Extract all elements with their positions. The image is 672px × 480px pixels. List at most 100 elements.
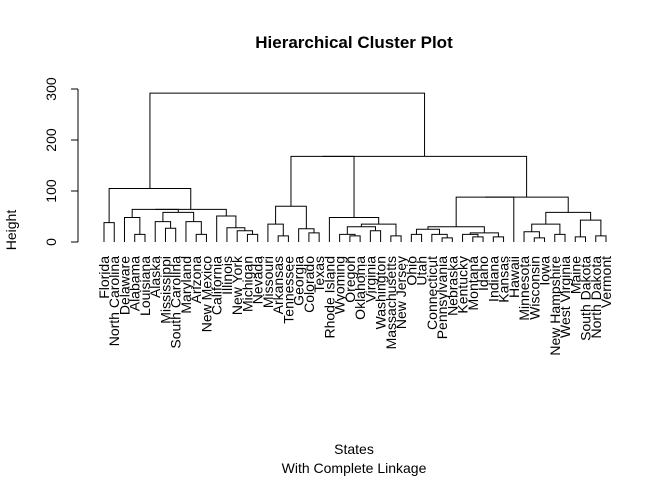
leaf-label: Missouri xyxy=(260,256,276,308)
dendrogram-link xyxy=(298,228,315,242)
dendrogram-link xyxy=(469,232,499,237)
dendrogram-link xyxy=(427,226,485,233)
leaf-label: Colorado xyxy=(301,256,317,313)
leaf-label: Arkansas xyxy=(270,256,286,314)
dendrogram-link xyxy=(162,211,195,222)
dendrogram-link xyxy=(523,231,540,242)
leaf-label: Rhode Island xyxy=(321,256,337,339)
leaf-label: South Carolina xyxy=(168,256,184,349)
dendrogram-link xyxy=(472,236,484,242)
dendrogram-link xyxy=(441,237,453,242)
leaf-label: Wisconsin xyxy=(526,256,542,320)
chart-title: Hierarchical Cluster Plot xyxy=(255,33,453,52)
leaf-label: Nevada xyxy=(250,256,266,304)
leaf-label: Delaware xyxy=(116,256,132,315)
dendrogram-link xyxy=(134,233,146,242)
leaf-label: Arizona xyxy=(188,256,204,304)
dendrogram-link xyxy=(322,155,528,198)
dendrogram-link xyxy=(574,236,587,242)
leaf-label: South Dakota xyxy=(578,256,594,341)
y-tick-label: 300 xyxy=(43,77,59,101)
dendrogram-link xyxy=(108,187,192,223)
leaf-label: Florida xyxy=(96,256,112,299)
dendrogram-link xyxy=(415,228,441,235)
dendrogram-link xyxy=(554,233,566,242)
dendrogram-link xyxy=(545,211,592,225)
leaf-label: Mississippi xyxy=(157,256,173,324)
dendrogram-link xyxy=(455,196,515,242)
dendrogram-link xyxy=(462,233,479,242)
leaf-label: Pennsylvania xyxy=(434,256,450,339)
leaf-label: Alaska xyxy=(147,256,163,298)
leaf-label: Michigan xyxy=(239,256,255,312)
y-tick-label: 0 xyxy=(43,238,59,246)
dendrogram-link xyxy=(236,230,254,242)
leaf-label: Kentucky xyxy=(455,256,471,314)
dendrogram-link xyxy=(410,233,423,242)
leaf-label: Oklahoma xyxy=(352,256,368,320)
leaf-label: Oregon xyxy=(342,256,358,303)
leaf-label: Nebraska xyxy=(444,256,460,316)
leaf-label: Vermont xyxy=(598,256,614,308)
dendrogram-link xyxy=(277,235,289,242)
leaf-label: Connecticut xyxy=(424,256,440,330)
dendrogram-link xyxy=(149,92,426,189)
leaf-label: Wyoming xyxy=(332,256,348,314)
y-axis: 0 100 200 300 xyxy=(43,77,79,246)
y-tick-label: 100 xyxy=(43,179,59,203)
dendrogram-link xyxy=(154,221,172,242)
leaf-label: New York xyxy=(229,255,245,315)
dendrogram-link xyxy=(164,227,177,242)
leaf-label: Utah xyxy=(414,256,430,286)
dendrogram-link xyxy=(595,235,607,242)
leaf-label: Maryland xyxy=(178,256,194,314)
dendrogram-link xyxy=(246,233,259,242)
dendrogram-link xyxy=(216,215,237,242)
leaf-label: Kansas xyxy=(496,256,512,303)
leaf-label: California xyxy=(209,256,225,315)
leaf-label: Idaho xyxy=(475,256,491,291)
dendrogram-link xyxy=(290,155,355,218)
dendrogram-link xyxy=(275,205,307,229)
leaf-label: Washington xyxy=(373,256,389,329)
dendrogram-link xyxy=(123,217,141,242)
leaf-label: Hawaii xyxy=(506,256,522,298)
leaf-label: New Hampshire xyxy=(547,256,563,356)
dendrogram-link xyxy=(155,208,227,216)
dendrogram-link xyxy=(390,235,402,242)
leaf-label: Montana xyxy=(465,256,481,311)
dendrogram-link xyxy=(484,196,569,213)
dendrogram-link xyxy=(185,221,202,242)
leaf-label: North Dakota xyxy=(588,256,604,339)
x-axis-subtitle: With Complete Linkage xyxy=(282,460,427,476)
dendrogram-link xyxy=(195,233,207,242)
dendrogram-link xyxy=(226,227,246,242)
leaf-label: Tennessee xyxy=(280,256,296,324)
y-tick-label: 200 xyxy=(43,128,59,152)
dendrogram-link xyxy=(369,230,382,242)
leaf-label: Minnesota xyxy=(516,256,532,321)
dendrogram-link xyxy=(103,222,115,242)
leaf-label: New Jersey xyxy=(393,256,409,329)
dendrogram-link xyxy=(308,232,320,242)
dendrogram-link xyxy=(492,236,505,242)
dendrogram-link xyxy=(131,208,179,218)
leaf-label: Indiana xyxy=(485,256,501,302)
dendrogram-link xyxy=(579,219,602,237)
leaf-label: Maine xyxy=(567,256,583,294)
leaf-label: North Carolina xyxy=(106,256,122,346)
dendrogram-link xyxy=(267,223,284,242)
dendrogram-links xyxy=(103,92,607,242)
leaf-label: West Virginia xyxy=(557,256,573,338)
leaf-label: Ohio xyxy=(403,256,419,286)
leaf-label: Georgia xyxy=(291,256,307,306)
leaf-label: Texas xyxy=(311,256,327,293)
leaf-label: Massachusetts xyxy=(383,256,399,349)
x-axis-label: States xyxy=(334,441,374,457)
dendrogram-link xyxy=(360,223,397,236)
dendrogram-link xyxy=(328,217,380,242)
leaf-label: New Mexico xyxy=(198,256,214,332)
